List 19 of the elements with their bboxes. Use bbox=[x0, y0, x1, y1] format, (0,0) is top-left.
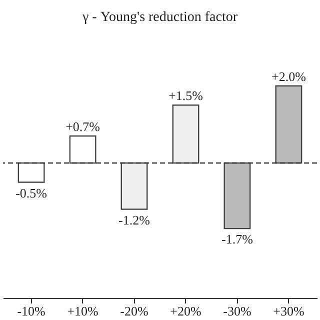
data-label: -1.7% bbox=[222, 232, 254, 247]
x-tick-label: +10% bbox=[67, 304, 99, 318]
bar bbox=[224, 162, 251, 230]
bar bbox=[172, 104, 200, 164]
data-label: -1.2% bbox=[118, 212, 150, 228]
data-label: +2.0% bbox=[271, 68, 306, 84]
bar bbox=[18, 162, 45, 183]
data-label: +1.5% bbox=[168, 88, 204, 104]
bar bbox=[69, 135, 96, 164]
x-tick-label: +30% bbox=[273, 304, 304, 318]
x-tick-label: -10% bbox=[17, 304, 46, 318]
bar bbox=[120, 162, 148, 210]
data-label: -0.5% bbox=[16, 185, 48, 200]
x-tick-label: -20% bbox=[120, 304, 149, 318]
x-tick-label: +20% bbox=[170, 304, 202, 318]
chart-title: γ - Young's reduction factor bbox=[81, 10, 238, 25]
bar bbox=[275, 85, 302, 164]
data-label: +0.7% bbox=[66, 119, 100, 134]
x-tick-label: -30% bbox=[223, 304, 252, 318]
